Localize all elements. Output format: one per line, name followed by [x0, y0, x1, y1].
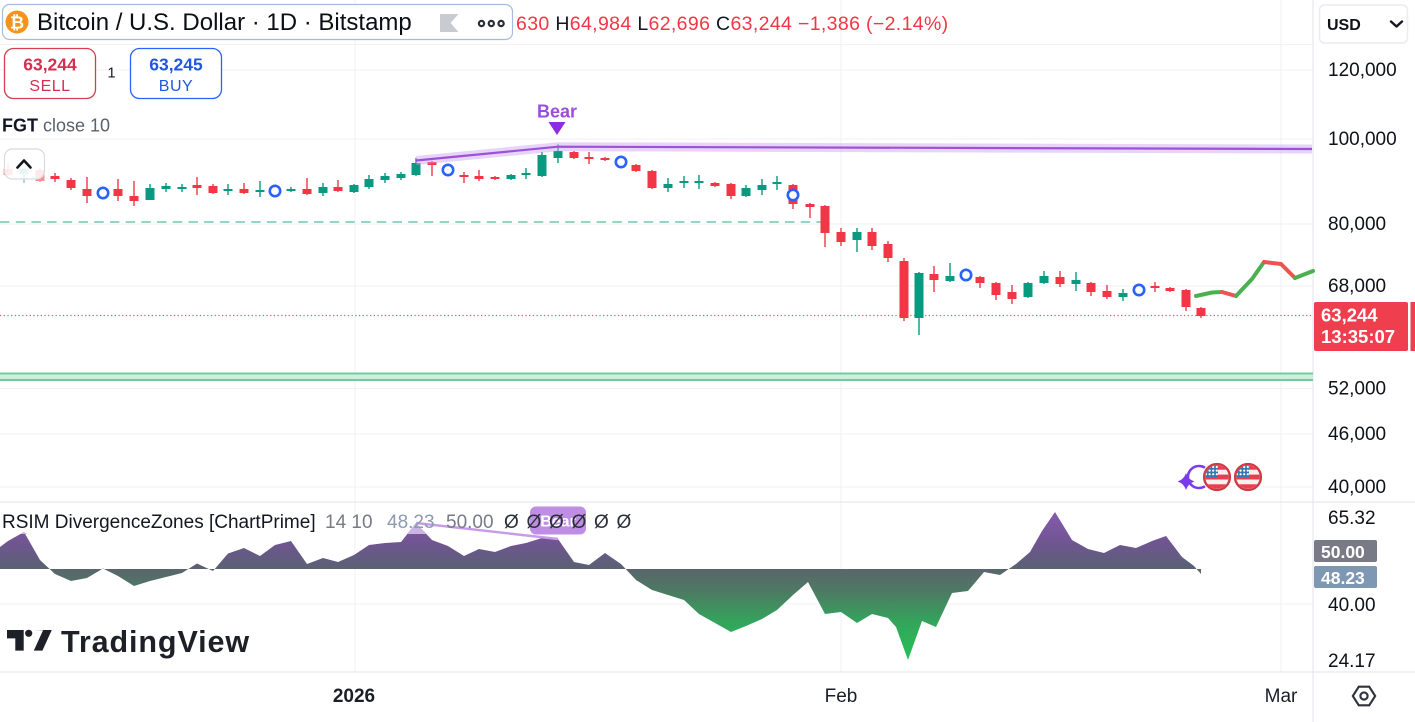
- svg-text:Feb: Feb: [825, 686, 858, 707]
- svg-text:TradingView: TradingView: [61, 625, 250, 659]
- svg-text:50.00: 50.00: [446, 512, 494, 533]
- svg-text:65.32: 65.32: [1328, 508, 1376, 529]
- svg-text:68,000: 68,000: [1328, 276, 1386, 297]
- svg-text:48.23: 48.23: [387, 512, 435, 533]
- svg-text:2026: 2026: [333, 686, 375, 707]
- svg-text:63,245: 63,245: [149, 55, 203, 75]
- svg-text:630 H64,984 L62,696 C63,244 −1: 630 H64,984 L62,696 C63,244 −1,386 (−2.1…: [516, 13, 949, 35]
- svg-text:40,000: 40,000: [1328, 477, 1386, 498]
- svg-text:Ø: Ø: [504, 512, 519, 533]
- svg-text:63,244: 63,244: [1321, 305, 1378, 326]
- svg-text:48.23: 48.23: [1321, 568, 1365, 588]
- svg-text:Ø: Ø: [617, 512, 632, 533]
- svg-text:24.17: 24.17: [1328, 651, 1376, 672]
- svg-text:52,000: 52,000: [1328, 378, 1386, 399]
- svg-text:80,000: 80,000: [1328, 214, 1386, 235]
- svg-text:SELL: SELL: [29, 78, 70, 95]
- svg-text:Bear: Bear: [540, 514, 576, 531]
- svg-text:50.00: 50.00: [1321, 542, 1365, 562]
- svg-text:100,000: 100,000: [1328, 129, 1397, 150]
- svg-text:₿: ₿: [10, 13, 24, 33]
- svg-text:Mar: Mar: [1265, 686, 1298, 707]
- svg-text:63,244: 63,244: [23, 55, 77, 75]
- svg-text:Bitcoin / U.S. Dollar · 1D · B: Bitcoin / U.S. Dollar · 1D · Bitstamp: [37, 9, 412, 36]
- svg-text:Ø: Ø: [549, 512, 564, 533]
- svg-text:BUY: BUY: [159, 78, 193, 95]
- svg-text:Ø: Ø: [572, 512, 587, 533]
- svg-text:USD: USD: [1327, 17, 1361, 34]
- svg-text:RSIM DivergenceZones [ChartPri: RSIM DivergenceZones [ChartPrime]: [2, 512, 316, 533]
- svg-text:FGT close 10: FGT close 10: [2, 116, 110, 136]
- svg-text:120,000: 120,000: [1328, 60, 1397, 81]
- svg-text:Ø: Ø: [594, 512, 609, 533]
- svg-text:13:35:07: 13:35:07: [1321, 326, 1395, 347]
- svg-text:46,000: 46,000: [1328, 424, 1386, 445]
- svg-text:Ø: Ø: [527, 512, 542, 533]
- svg-text:Bear: Bear: [537, 102, 577, 122]
- svg-text:40.00: 40.00: [1328, 595, 1376, 616]
- svg-text:14 10: 14 10: [325, 512, 373, 533]
- svg-text:1: 1: [107, 66, 115, 82]
